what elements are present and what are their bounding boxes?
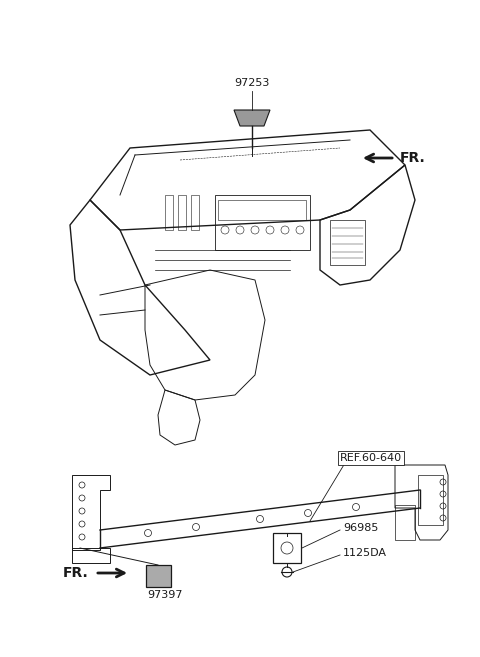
Bar [330, 220, 365, 265]
Text: 97397: 97397 [147, 590, 183, 600]
Bar [165, 195, 173, 230]
Bar [418, 475, 443, 525]
Bar [273, 533, 301, 563]
Text: 1125DA: 1125DA [343, 548, 387, 558]
Text: 96985: 96985 [343, 523, 378, 533]
Polygon shape [234, 110, 270, 126]
Bar [146, 565, 171, 587]
Bar [72, 548, 110, 563]
Bar [215, 195, 310, 250]
Text: FR.: FR. [400, 151, 426, 165]
Text: REF.60-640: REF.60-640 [340, 453, 402, 463]
Bar [191, 195, 199, 230]
Text: 97253: 97253 [234, 78, 270, 88]
Bar [395, 505, 415, 540]
Bar [218, 200, 306, 220]
Bar [178, 195, 186, 230]
Text: FR.: FR. [62, 566, 88, 580]
